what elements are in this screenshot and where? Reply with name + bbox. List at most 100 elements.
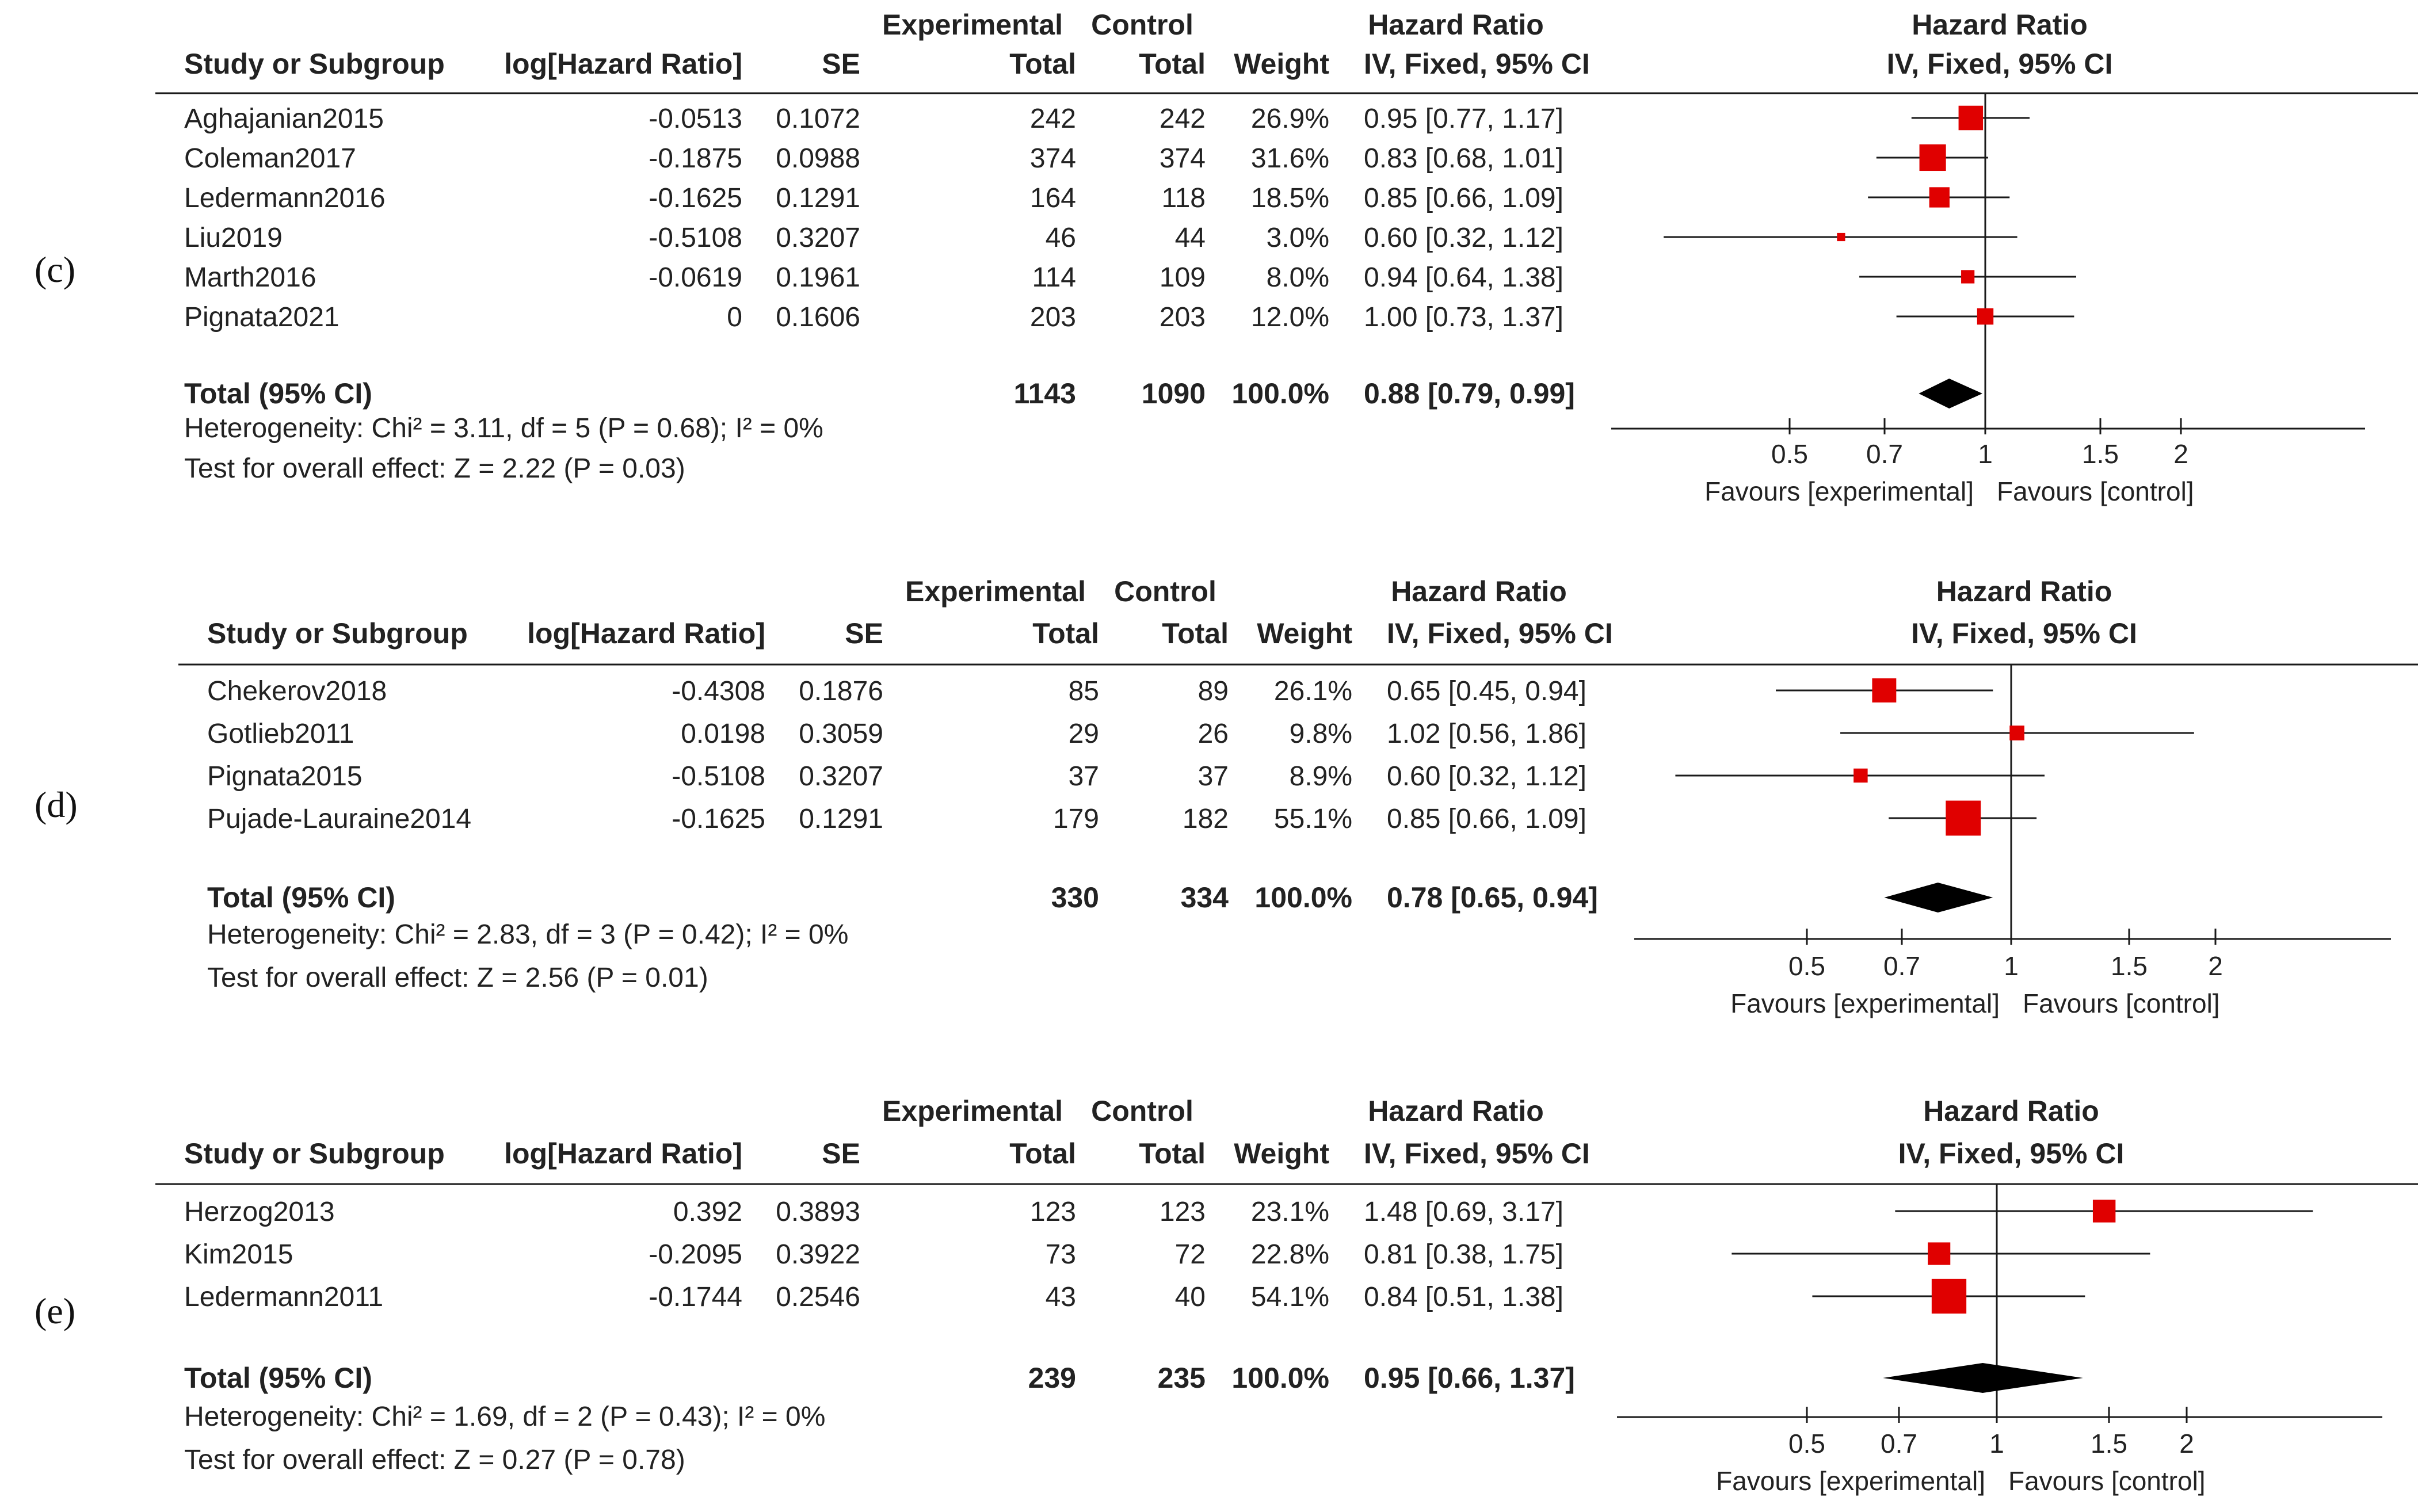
study-ci: 0.60 [0.32, 1.12] <box>1364 223 1563 253</box>
study-name: Coleman2017 <box>184 143 356 174</box>
heterogeneity-text: Heterogeneity: Chi² = 3.11, df = 5 (P = … <box>184 413 823 444</box>
forest-panel-e: (e) Experimental Control Hazard Ratio Hazard… <box>35 1095 2418 1496</box>
study-ci: 1.02 [0.56, 1.86] <box>1387 719 1586 749</box>
study-weight: 55.1% <box>1274 804 1352 834</box>
study-se: 0.1291 <box>799 804 883 834</box>
study-ci: 1.00 [0.73, 1.37] <box>1364 302 1563 333</box>
study-se: 0.1961 <box>776 262 860 293</box>
study-log-hr: 0.0198 <box>681 719 765 749</box>
study-exp-total: 374 <box>1030 143 1076 174</box>
total-ci: 0.88 [0.79, 0.99] <box>1364 377 1575 410</box>
study-exp-total: 73 <box>1046 1239 1076 1270</box>
study-ci: 0.95 [0.77, 1.17] <box>1364 104 1563 134</box>
header-se: SE <box>822 48 860 80</box>
study-se: 0.1072 <box>776 104 860 134</box>
study-ctrl-total: 44 <box>1175 223 1206 253</box>
summary-diamond <box>1883 1363 2083 1393</box>
study-weight: 26.1% <box>1274 676 1352 707</box>
header-weight: Weight <box>1257 617 1352 650</box>
study-ctrl-total: 26 <box>1198 719 1229 749</box>
study-weight: 18.5% <box>1251 183 1329 213</box>
header-se: SE <box>822 1137 860 1170</box>
study-weight: 9.8% <box>1290 719 1352 749</box>
favours-experimental-label: Favours [experimental] <box>1716 1466 1985 1496</box>
plot-header-hazard-ratio: Hazard Ratio <box>1912 9 2088 41</box>
study-se: 0.0988 <box>776 143 860 174</box>
study-se: 0.3207 <box>776 223 860 253</box>
study-name: Pignata2021 <box>184 302 340 333</box>
header-se: SE <box>845 617 883 650</box>
study-ci: 0.94 [0.64, 1.38] <box>1364 262 1563 293</box>
header-experimental: Experimental <box>905 575 1086 608</box>
study-marker <box>1931 1278 1967 1314</box>
study-ctrl-total: 242 <box>1160 104 1206 134</box>
overall-effect-text: Test for overall effect: Z = 2.56 (P = 0… <box>207 963 708 993</box>
total-ci: 0.95 [0.66, 1.37] <box>1364 1362 1575 1394</box>
header-control: Control <box>1091 9 1193 41</box>
study-exp-total: 164 <box>1030 183 1076 213</box>
study-name: Gotlieb2011 <box>207 719 354 749</box>
study-weight: 54.1% <box>1251 1282 1329 1312</box>
total-exp: 330 <box>1051 881 1099 914</box>
study-ctrl-total: 203 <box>1160 302 1206 333</box>
study-ctrl-total: 123 <box>1160 1197 1206 1227</box>
study-ci: 0.60 [0.32, 1.12] <box>1387 761 1586 792</box>
header-study: Study or Subgroup <box>207 617 468 650</box>
study-name: Pujade-Lauraine2014 <box>207 804 471 834</box>
study-se: 0.1876 <box>799 676 883 707</box>
study-weight: 12.0% <box>1251 302 1329 333</box>
header-experimental: Experimental <box>882 9 1063 41</box>
study-exp-total: 123 <box>1030 1197 1076 1227</box>
study-ctrl-total: 109 <box>1160 262 1206 293</box>
study-marker <box>2092 1200 2116 1223</box>
study-exp-total: 43 <box>1046 1282 1076 1312</box>
heterogeneity-text: Heterogeneity: Chi² = 2.83, df = 3 (P = … <box>207 919 848 950</box>
study-log-hr: -0.4308 <box>672 676 765 707</box>
total-ci: 0.78 [0.65, 0.94] <box>1387 881 1598 914</box>
header-method: IV, Fixed, 95% CI <box>1364 48 1590 80</box>
x-axis-tick-label: 0.5 <box>1788 951 1825 981</box>
header-hazard-ratio: Hazard Ratio <box>1391 575 1567 608</box>
study-log-hr: -0.1744 <box>649 1282 742 1312</box>
study-ci: 0.81 [0.38, 1.75] <box>1364 1239 1563 1270</box>
study-weight: 8.0% <box>1267 262 1329 293</box>
study-marker <box>1928 1242 1951 1265</box>
x-axis-tick-label: 1.5 <box>2111 951 2148 981</box>
study-exp-total: 114 <box>1032 262 1076 293</box>
overall-effect-text: Test for overall effect: Z = 2.22 (P = 0… <box>184 453 685 484</box>
study-se: 0.3922 <box>776 1239 860 1270</box>
header-exp-total: Total <box>1009 48 1076 80</box>
heterogeneity-text: Heterogeneity: Chi² = 1.69, df = 2 (P = … <box>184 1402 825 1432</box>
study-marker <box>1853 768 1868 783</box>
x-axis-tick-label: 1 <box>1978 439 1993 469</box>
study-exp-total: 179 <box>1053 804 1099 834</box>
study-name: Ledermann2011 <box>184 1282 383 1312</box>
study-exp-total: 37 <box>1069 761 1099 792</box>
study-ctrl-total: 374 <box>1160 143 1206 174</box>
study-exp-total: 242 <box>1030 104 1076 134</box>
favours-experimental-label: Favours [experimental] <box>1730 988 2000 1018</box>
total-weight: 100.0% <box>1231 377 1329 410</box>
forest-panel-c: (c) Experimental Control Hazard Ratio Hazard… <box>35 9 2418 506</box>
study-ci: 0.85 [0.66, 1.09] <box>1387 804 1586 834</box>
study-ctrl-total: 40 <box>1175 1282 1206 1312</box>
study-ctrl-total: 37 <box>1198 761 1229 792</box>
panel-label: (c) <box>35 249 75 290</box>
study-log-hr: -0.1625 <box>649 183 742 213</box>
plot-header-hazard-ratio: Hazard Ratio <box>1936 575 2112 608</box>
x-axis-tick-label: 1.5 <box>2082 439 2119 469</box>
study-ctrl-total: 89 <box>1198 676 1229 707</box>
study-se: 0.3059 <box>799 719 883 749</box>
header-study: Study or Subgroup <box>184 1137 445 1170</box>
total-label: Total (95% CI) <box>184 377 372 410</box>
header-weight: Weight <box>1234 48 1329 80</box>
study-name: Herzog2013 <box>184 1197 335 1227</box>
study-log-hr: -0.1625 <box>672 804 765 834</box>
summary-diamond <box>1884 883 1993 912</box>
study-ci: 0.84 [0.51, 1.38] <box>1364 1282 1563 1312</box>
study-ci: 1.48 [0.69, 3.17] <box>1364 1197 1563 1227</box>
header-experimental: Experimental <box>882 1095 1063 1127</box>
study-name: Marth2016 <box>184 262 316 293</box>
